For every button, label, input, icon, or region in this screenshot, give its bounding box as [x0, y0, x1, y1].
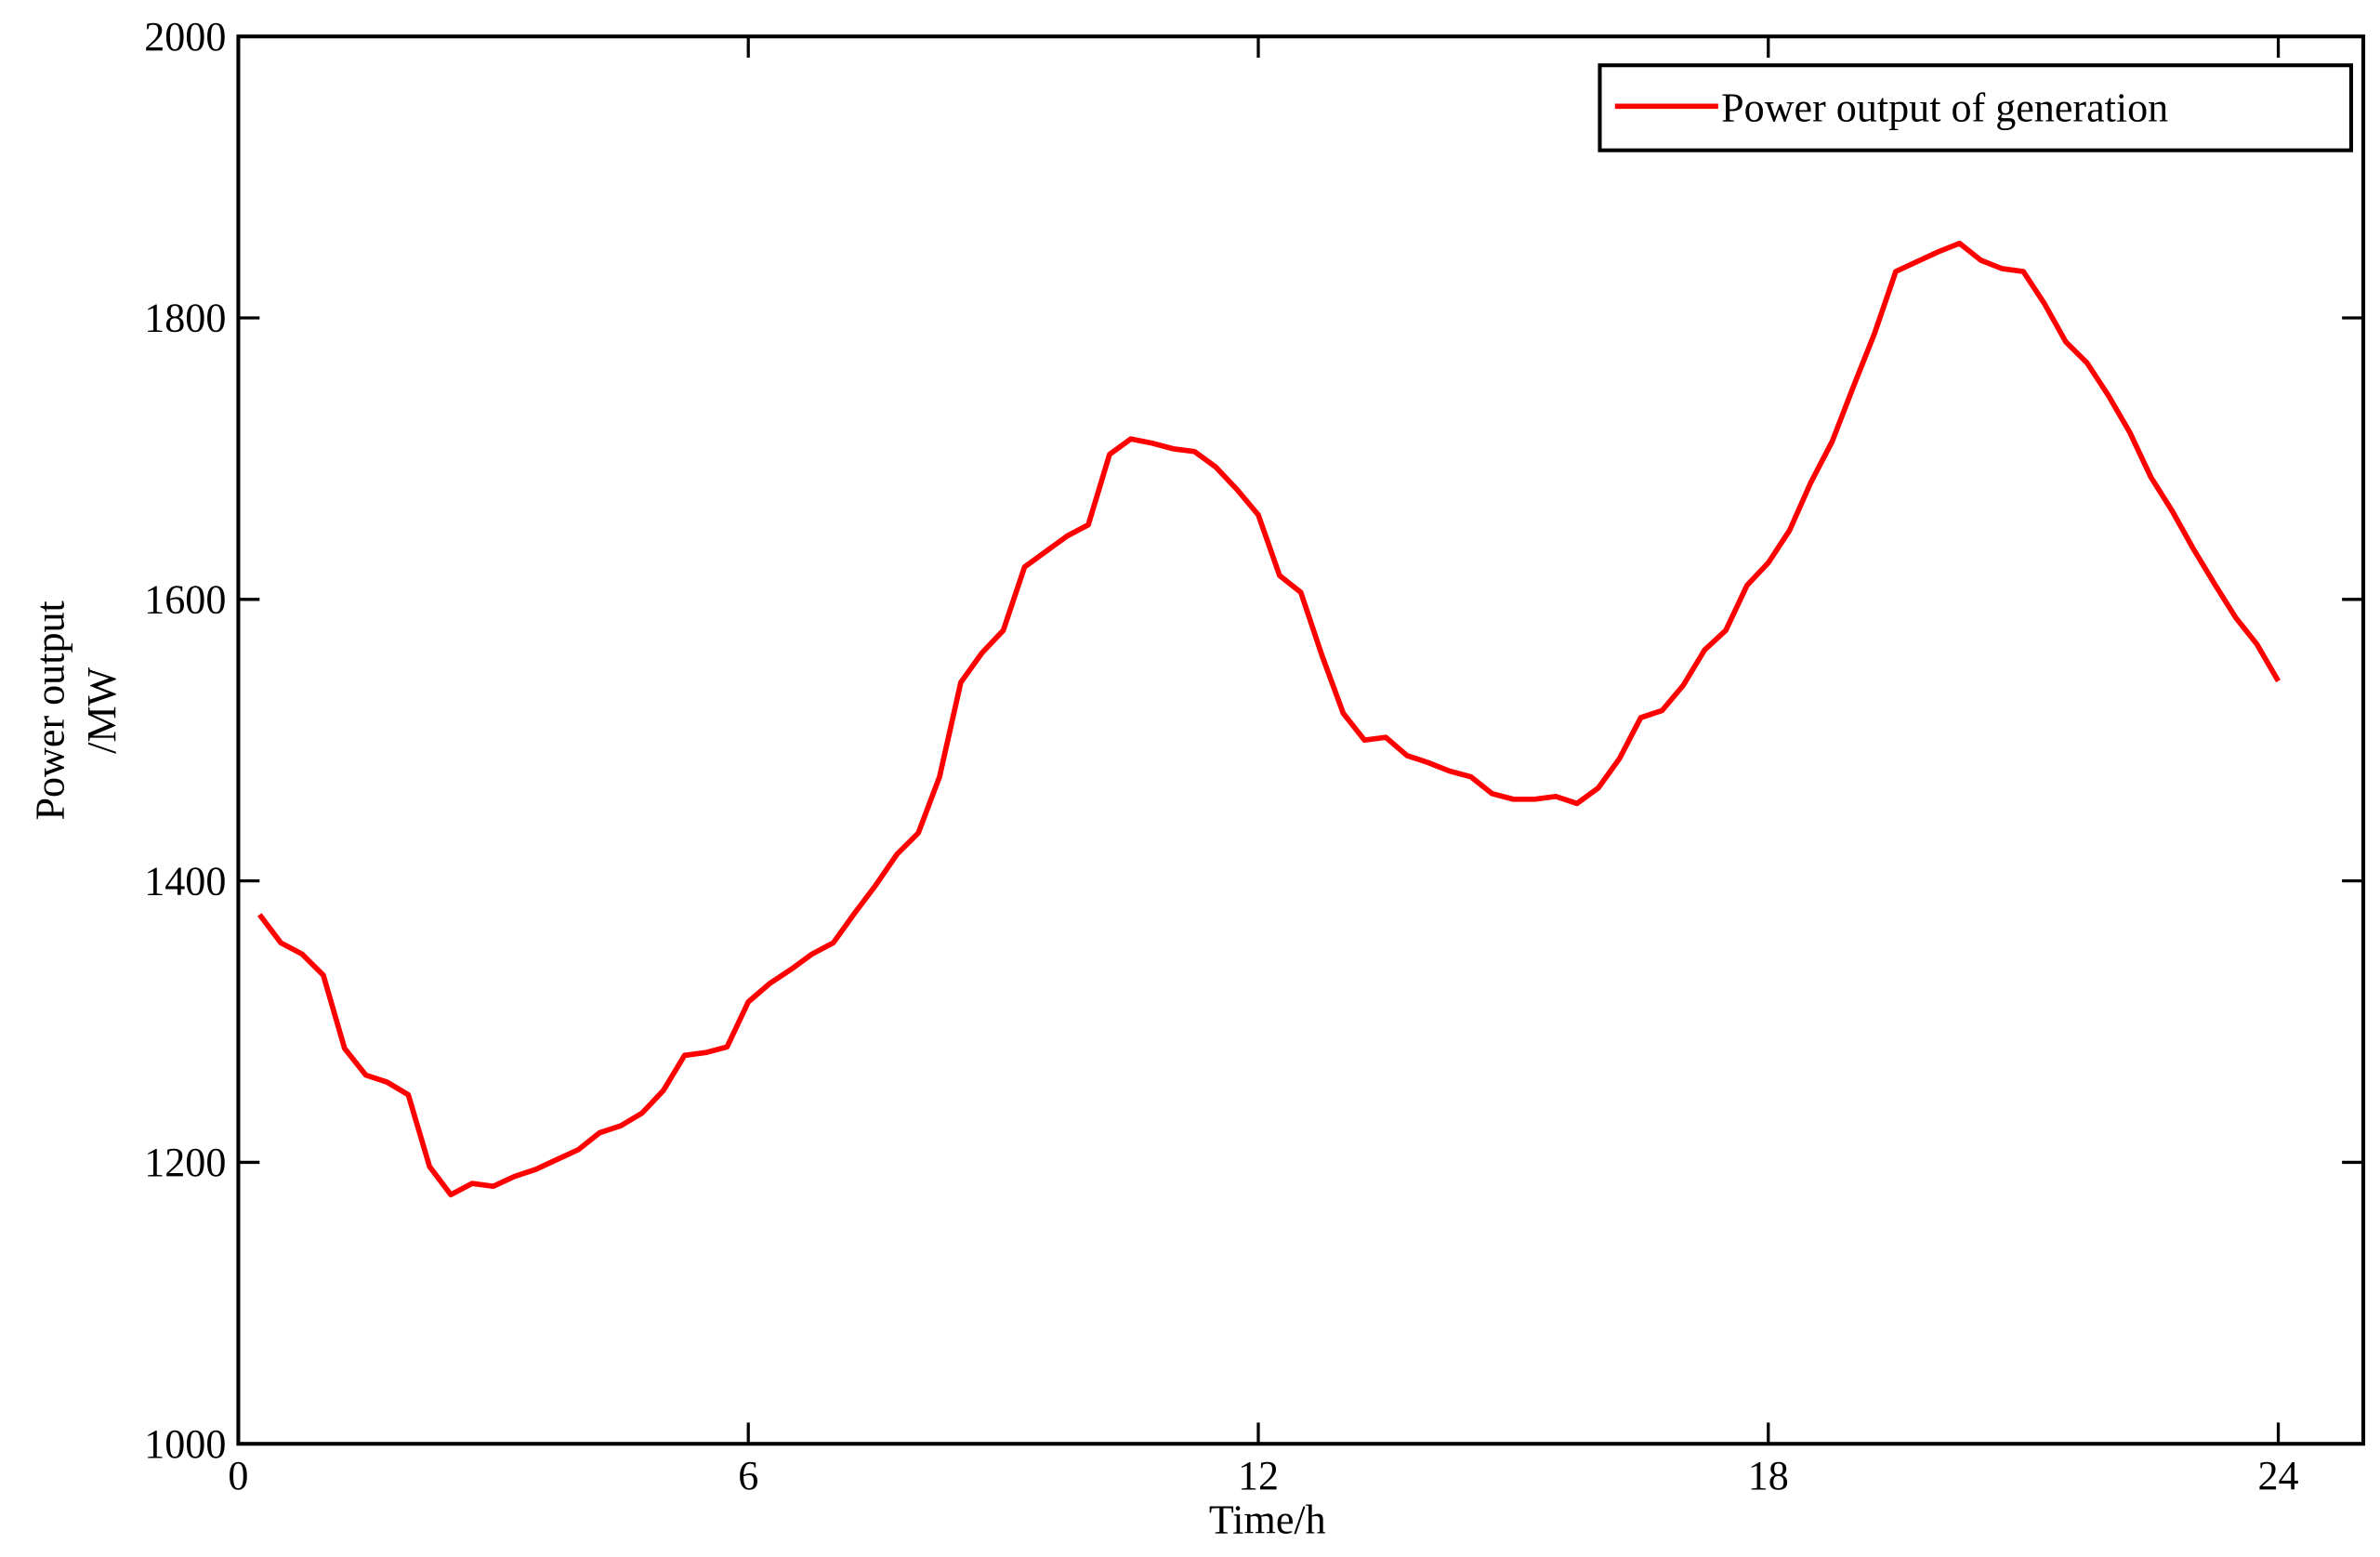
x-tick-label: 0 — [228, 1453, 248, 1498]
x-axis-label: Time/h — [1209, 1498, 1326, 1543]
x-tick-label: 24 — [2258, 1453, 2299, 1498]
y-axis-label: Power output — [28, 600, 73, 820]
y-tick-label: 1400 — [144, 858, 226, 904]
x-tick-label: 6 — [738, 1453, 758, 1498]
legend-box — [1598, 63, 2353, 152]
y-tick-label: 1800 — [144, 296, 226, 341]
y-tick-label: 2000 — [144, 14, 226, 59]
y-tick-label: 1600 — [144, 577, 226, 623]
x-tick-label: 12 — [1238, 1453, 1279, 1498]
plot-frame — [236, 34, 2366, 1446]
x-tick-label: 18 — [1748, 1453, 1789, 1498]
y-axis-label: /MW — [79, 666, 125, 753]
y-tick-label: 1000 — [144, 1421, 226, 1467]
data-line — [257, 240, 2281, 1198]
y-tick-label: 1200 — [144, 1140, 226, 1185]
legend-label: Power output of generation — [1721, 86, 2168, 131]
